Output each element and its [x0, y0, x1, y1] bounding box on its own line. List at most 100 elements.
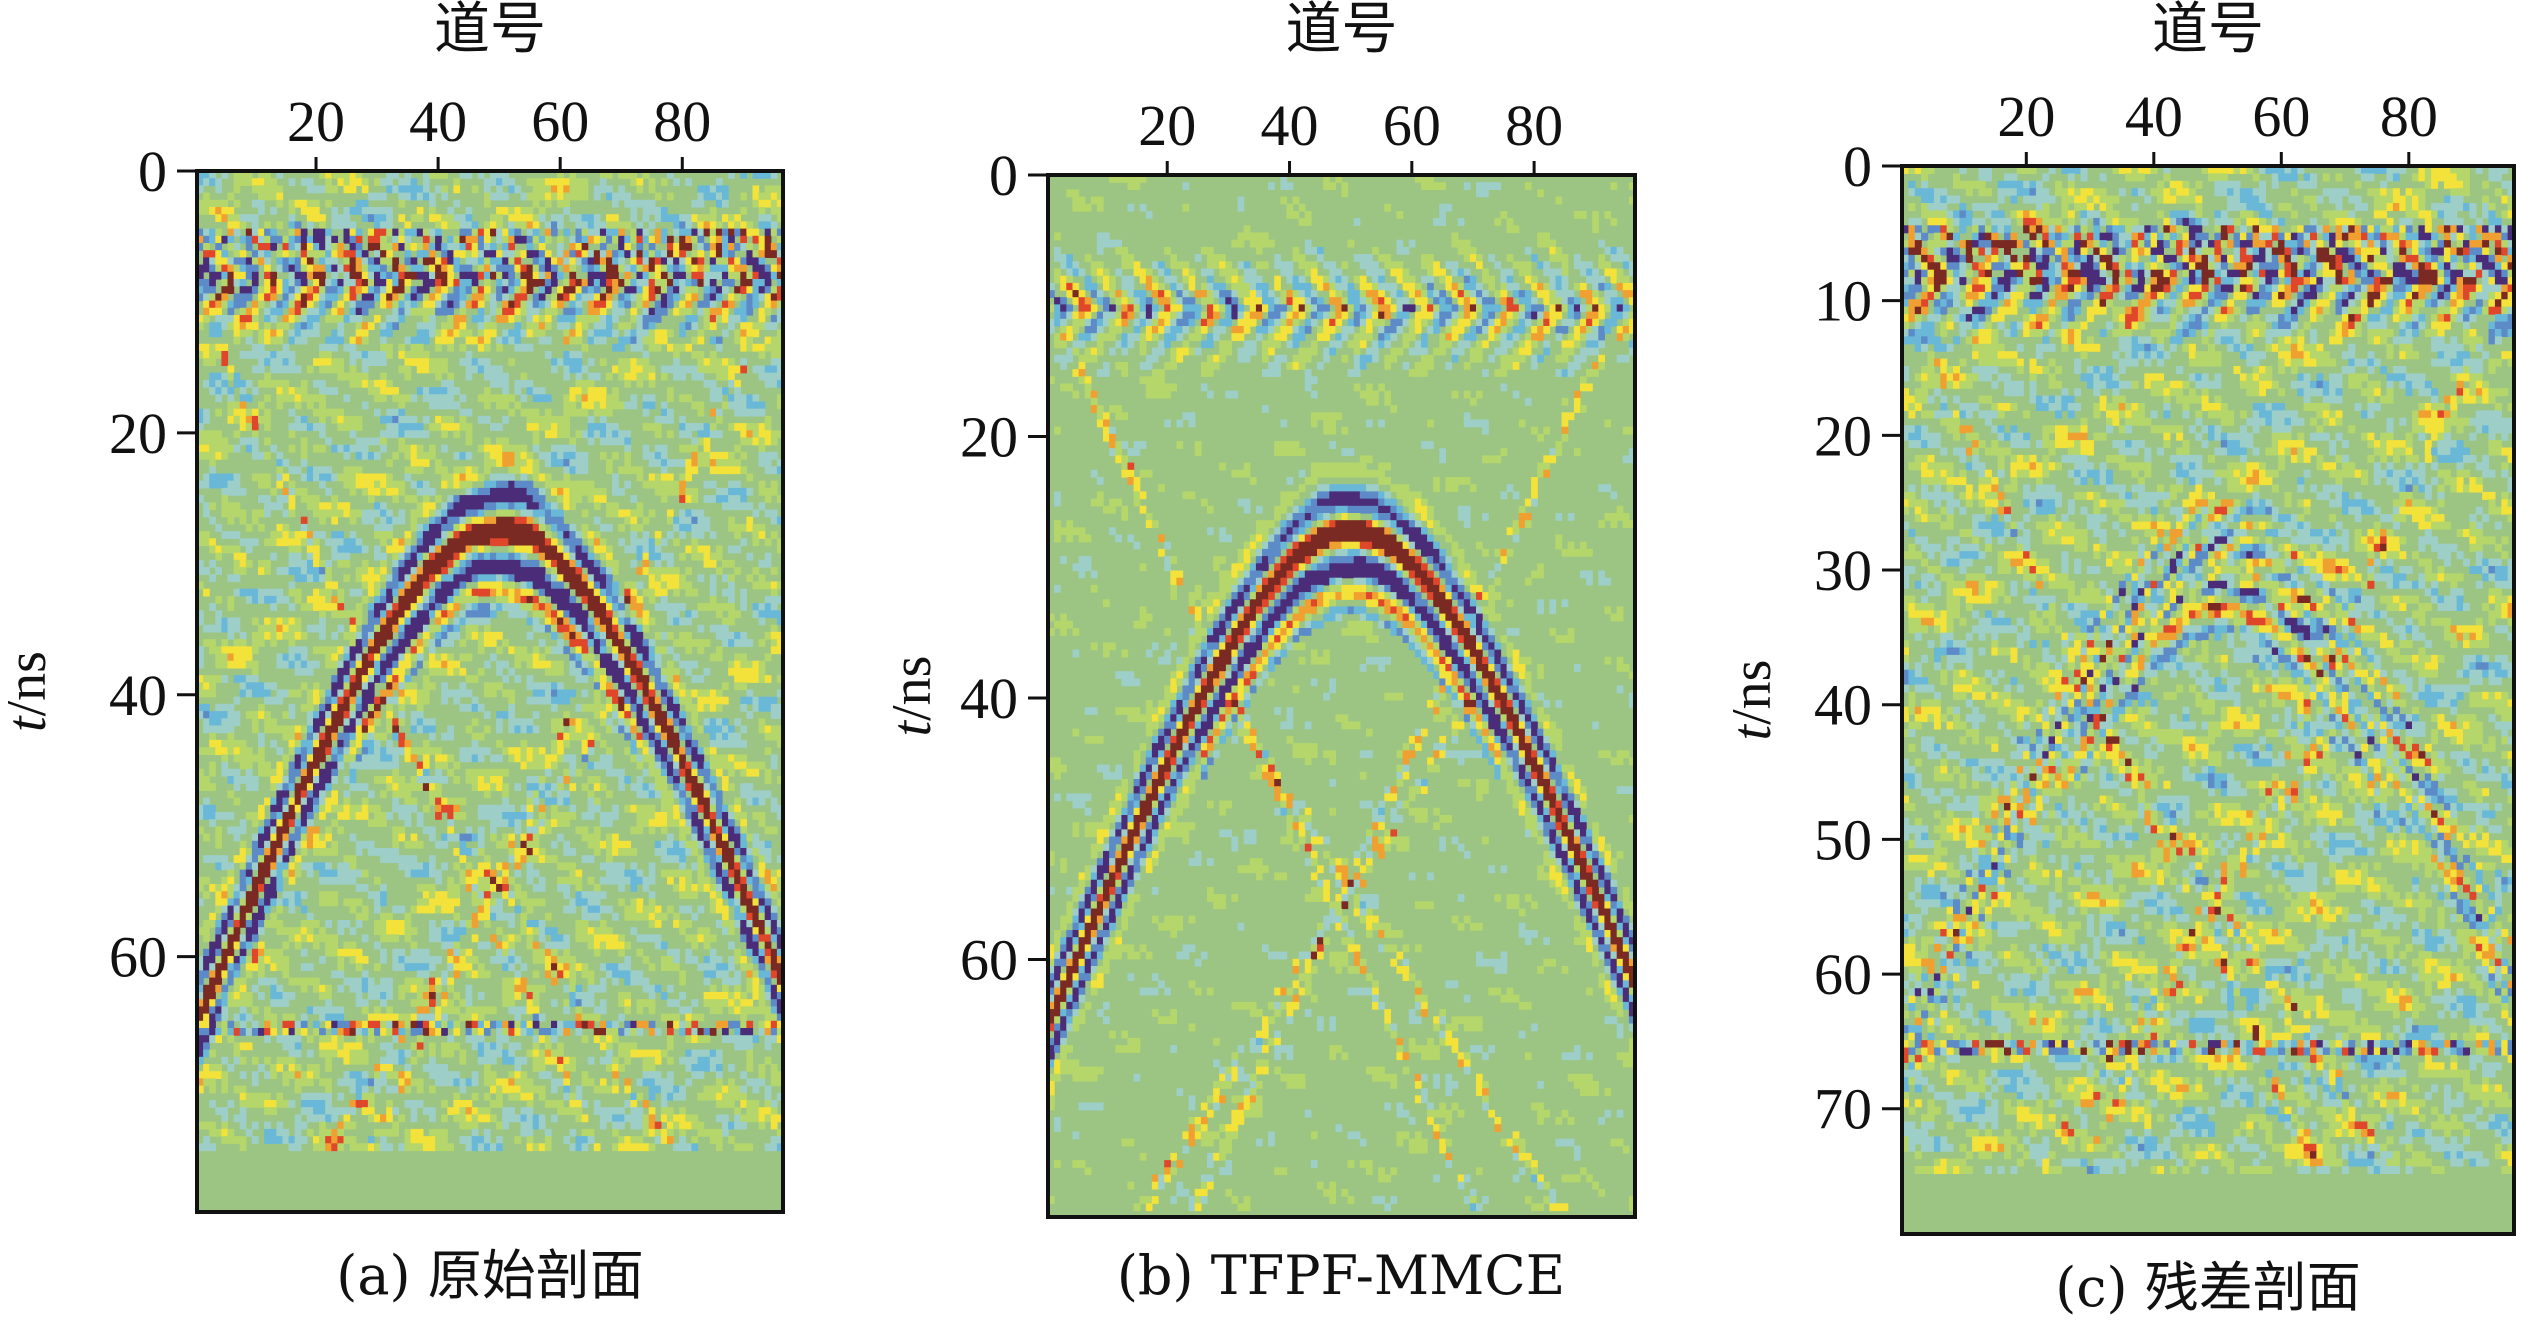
- heatmap-cell: [350, 538, 357, 546]
- heatmap-cell: [551, 445, 558, 453]
- heatmap-cell: [618, 229, 625, 237]
- heatmap-cell: [234, 567, 241, 575]
- heatmap-cell: [319, 394, 326, 402]
- heatmap-cell: [728, 402, 735, 410]
- heatmap-cell: [411, 459, 418, 467]
- heatmap-cell: [588, 488, 595, 496]
- heatmap-cell: [649, 639, 656, 647]
- heatmap-cell: [289, 618, 296, 626]
- heatmap-cell: [313, 762, 320, 770]
- heatmap-cell: [246, 257, 253, 265]
- heatmap-cell: [679, 243, 686, 251]
- heatmap-cell: [704, 438, 711, 446]
- heatmap-cell: [252, 301, 259, 309]
- heatmap-cell: [276, 538, 283, 546]
- heatmap-cell: [276, 625, 283, 633]
- heatmap-cell: [667, 329, 674, 337]
- heatmap-cell: [234, 337, 241, 345]
- heatmap-cell: [734, 495, 741, 503]
- heatmap-cell: [539, 762, 546, 770]
- heatmap-cell: [295, 546, 302, 554]
- heatmap-cell: [295, 625, 302, 633]
- heatmap-cell: [240, 632, 247, 640]
- heatmap-cell: [405, 257, 412, 265]
- heatmap-cell: [673, 610, 680, 618]
- heatmap-cell: [594, 560, 601, 568]
- heatmap-cell: [649, 322, 656, 330]
- heatmap-cell: [362, 488, 369, 496]
- heatmap-cell: [728, 322, 735, 330]
- heatmap-cell: [753, 610, 760, 618]
- heatmap-cell: [728, 632, 735, 640]
- heatmap-cell: [746, 301, 753, 309]
- heatmap-cell: [240, 560, 247, 568]
- heatmap-cell: [215, 257, 222, 265]
- heatmap-cell: [392, 236, 399, 244]
- heatmap-cell: [447, 582, 454, 590]
- heatmap-cell: [673, 718, 680, 726]
- heatmap-cell: [295, 366, 302, 374]
- heatmap-cell: [295, 589, 302, 597]
- heatmap-cell: [716, 610, 723, 618]
- heatmap-cell: [667, 553, 674, 561]
- heatmap-cell: [698, 754, 705, 762]
- heatmap-cell: [661, 733, 668, 741]
- heatmap-cell: [569, 445, 576, 453]
- heatmap-cell: [728, 574, 735, 582]
- heatmap-cell: [698, 452, 705, 460]
- heatmap-cell: [624, 452, 631, 460]
- heatmap-cell: [283, 380, 290, 388]
- heatmap-cell: [350, 337, 357, 345]
- heatmap-cell: [289, 560, 296, 568]
- heatmap-cell: [557, 488, 564, 496]
- heatmap-cell: [740, 409, 747, 417]
- heatmap-cell: [508, 747, 515, 755]
- heatmap-cell: [569, 639, 576, 647]
- heatmap-cell: [582, 466, 589, 474]
- heatmap-cell: [362, 740, 369, 748]
- heatmap-cell: [264, 560, 271, 568]
- heatmap-cell: [264, 308, 271, 316]
- heatmap-cell: [429, 747, 436, 755]
- heatmap-cell: [643, 517, 650, 525]
- heatmap-cell: [551, 574, 558, 582]
- heatmap-cell: [429, 250, 436, 258]
- heatmap-cell: [203, 567, 210, 575]
- heatmap-cell: [447, 654, 454, 662]
- heatmap-cell: [649, 423, 656, 431]
- heatmap-cell: [368, 646, 375, 654]
- heatmap-cell: [484, 502, 491, 510]
- heatmap-cell: [533, 524, 540, 532]
- heatmap-cell: [417, 596, 424, 604]
- heatmap-cell: [521, 646, 528, 654]
- heatmap-cell: [746, 690, 753, 698]
- heatmap-cell: [380, 380, 387, 388]
- heatmap-cell: [350, 517, 357, 525]
- heatmap-cell: [533, 279, 540, 287]
- heatmap-cell: [557, 531, 564, 539]
- heatmap-cell: [344, 373, 351, 381]
- heatmap-cell: [588, 603, 595, 611]
- heatmap-cell: [655, 452, 662, 460]
- heatmap-cell: [453, 546, 460, 554]
- heatmap-cell: [252, 272, 259, 280]
- heatmap-cell: [514, 229, 521, 237]
- heatmap-cell: [600, 610, 607, 618]
- heatmap-cell: [313, 293, 320, 301]
- heatmap-cell: [551, 661, 558, 669]
- heatmap-cell: [685, 524, 692, 532]
- heatmap-cell: [710, 366, 717, 374]
- heatmap-cell: [594, 322, 601, 330]
- heatmap-cell: [240, 214, 247, 222]
- heatmap-cell: [710, 582, 717, 590]
- heatmap-cell: [569, 733, 576, 741]
- heatmap-cell: [362, 200, 369, 208]
- heatmap-cell: [637, 257, 644, 265]
- heatmap-cell: [466, 495, 473, 503]
- heatmap-cell: [331, 697, 338, 705]
- heatmap-cell: [411, 690, 418, 698]
- heatmap-cell: [392, 538, 399, 546]
- heatmap-cell: [453, 596, 460, 604]
- heatmap-cell: [411, 229, 418, 237]
- heatmap-cell: [478, 250, 485, 258]
